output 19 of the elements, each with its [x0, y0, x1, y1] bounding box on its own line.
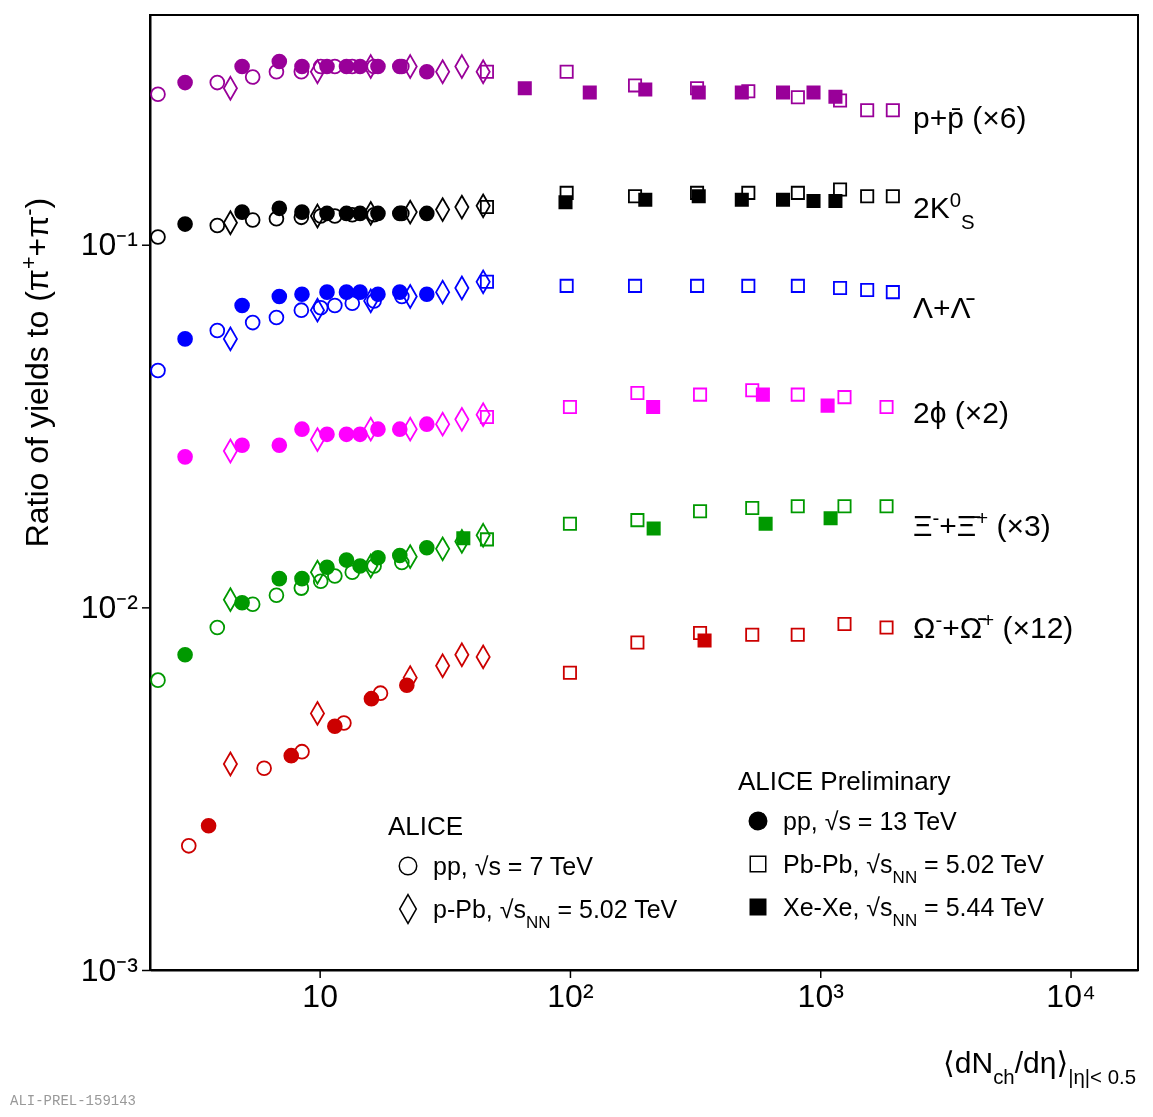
y-tick-label: 10⁻¹ — [80, 226, 138, 263]
x-tick-label: 10³ — [797, 977, 845, 1014]
annotation: p+p̄ (×6) — [913, 101, 1027, 134]
legend-label: pp, √s = 13 TeV — [783, 807, 958, 835]
y-tick-label: 10⁻³ — [80, 951, 139, 988]
legend-label: Xe-Xe, √s$_{NN}$ = 5.44 TeV — [783, 893, 1045, 930]
legend-label: p-Pb, √s$_{NN}$ = 5.02 TeV — [433, 895, 678, 932]
annotation: Λ+Λ̄ — [913, 291, 976, 324]
x-axis-title: ⟨dN$_{ch}$/dη⟩$_{|η|< 0.5}$ — [943, 1046, 1136, 1088]
x-tick-label: 10⁴ — [1046, 977, 1096, 1014]
x-tick-label: 10 — [302, 977, 338, 1014]
annotation: 2ϕ (×2) — [913, 396, 1010, 429]
text: ALI-PREL-159143 — [10, 1093, 137, 1109]
y-tick-label: 10⁻² — [80, 589, 139, 626]
legend-label: Pb-Pb, √s$_{NN}$ = 5.02 TeV — [783, 850, 1045, 887]
annotation: ALICE Preliminary — [738, 766, 951, 796]
annotation: ALICE — [388, 811, 464, 841]
legend-label: pp, √s = 7 TeV — [433, 852, 594, 880]
x-tick-label: 10² — [547, 977, 594, 1014]
